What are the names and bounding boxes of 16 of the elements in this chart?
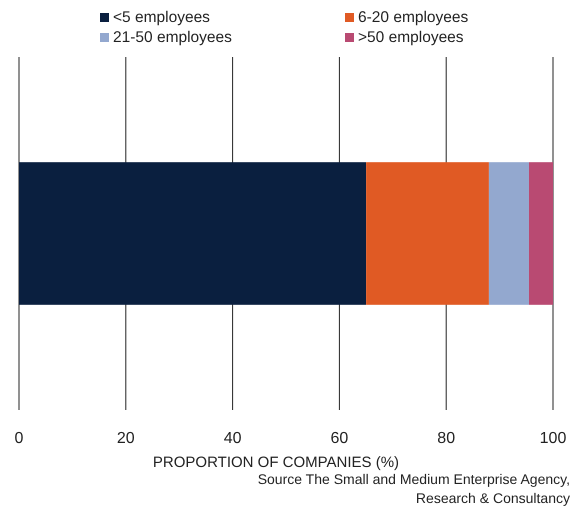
x-tick-label: 60 xyxy=(330,430,348,447)
legend-label: 6-20 employees xyxy=(358,9,469,26)
legend-label: 21-50 employees xyxy=(113,29,232,46)
x-tick-label: 20 xyxy=(116,430,135,447)
x-tick-label: 40 xyxy=(224,430,242,447)
bar xyxy=(528,162,553,305)
legend-label: >50 employees xyxy=(358,29,464,46)
legend-label: <5 employees xyxy=(113,9,210,26)
bar xyxy=(366,162,489,305)
x-axis-title: PROPORTION OF COMPANIES (%) xyxy=(152,454,400,471)
bar xyxy=(488,162,529,305)
bar xyxy=(19,162,366,305)
x-tick-label: 80 xyxy=(437,430,456,447)
x-tick-label: 0 xyxy=(14,430,24,447)
source-note: Source The Small and Medium Enterprise Agency, Research & Consultancy xyxy=(258,471,570,506)
x-tick-label: 100 xyxy=(540,430,566,447)
